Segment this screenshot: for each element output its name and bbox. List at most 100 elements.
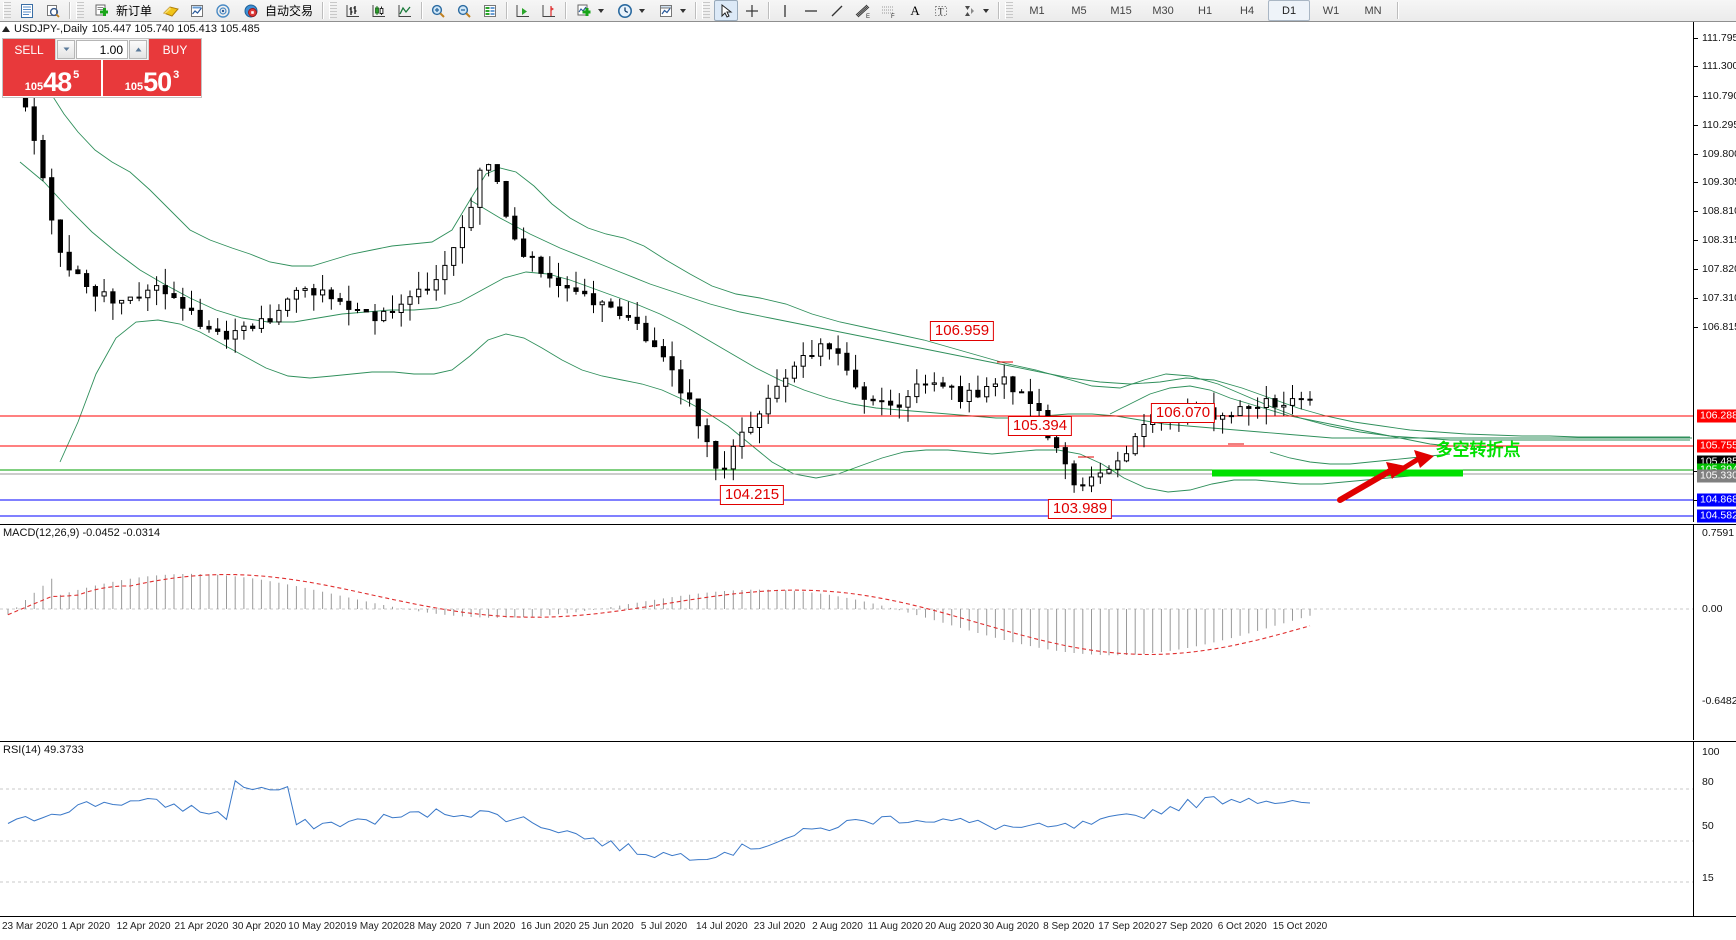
timeframe-mn[interactable]: MN	[1364, 4, 1382, 17]
price-tick-label: 107.820	[1702, 262, 1736, 275]
date-tick-label: 23 Mar 2020	[2, 921, 59, 932]
indicators-chevron-down-icon[interactable]	[598, 8, 605, 13]
volume-input[interactable]: 1.00	[76, 40, 128, 59]
new-order-icon	[90, 0, 114, 21]
sell-fraction: 5	[73, 69, 80, 81]
price-text-annotation: 106.070	[1150, 403, 1216, 423]
buy-button[interactable]: BUY	[149, 39, 201, 60]
timeframe-m1[interactable]: M1	[1029, 4, 1045, 17]
volume-increment-button[interactable]	[129, 40, 147, 59]
volume-stepper[interactable]: 1.00	[55, 39, 149, 60]
date-axis: 23 Mar 2020 1 Apr 2020 12 Apr 2020 21 Apr 2…	[0, 916, 1736, 940]
one-click-trading-panel[interactable]: SELL 1.00 BUY 105 48 5 105 50 3	[2, 38, 202, 98]
shapes-chevron-down-icon[interactable]	[983, 8, 990, 13]
zoom-out-icon[interactable]	[452, 0, 476, 21]
new-chart-icon[interactable]	[15, 0, 39, 21]
timeframe-m30[interactable]: M30	[1152, 4, 1174, 17]
svg-text:T: T	[938, 6, 944, 16]
toolbar-grip-standard[interactable]	[3, 2, 11, 19]
profiles-icon[interactable]	[41, 0, 65, 21]
equidistant-channel-icon[interactable]: E	[851, 0, 875, 21]
volume-decrement-button[interactable]	[57, 40, 75, 59]
price-tick-mark	[1694, 499, 1698, 501]
price-tick-label: 108.810	[1702, 205, 1736, 218]
macd-chart-svg	[0, 573, 1693, 656]
price-level-badge: 106.288	[1697, 409, 1736, 423]
date-tick-label: 11 Aug 2020	[867, 921, 923, 932]
horizontal-line-icon[interactable]	[799, 0, 823, 21]
macd-axis-line	[1693, 525, 1694, 740]
toolbar-grip-periods[interactable]	[1005, 2, 1014, 19]
macd-pane: MACD(12,26,9) -0.0452 -0.0314 0.7591 0.00…	[0, 524, 1736, 740]
shapes-icon	[957, 0, 981, 21]
fibonacci-retracement-icon[interactable]: F	[877, 0, 901, 21]
autotrading-icon	[239, 0, 263, 21]
price-tick-mark	[1694, 268, 1698, 270]
toolbar-separator	[69, 2, 70, 19]
templates-button[interactable]	[651, 0, 692, 21]
date-tick-label: 30 Aug 2020	[982, 921, 1039, 932]
macd-signal-line	[7, 573, 1311, 656]
price-tick-mark	[1694, 298, 1698, 300]
macd-tick-label: 0.00	[1702, 603, 1723, 615]
market-watch-icon[interactable]	[185, 0, 209, 21]
line-chart-icon[interactable]	[393, 0, 417, 21]
price-text-annotation: 103.989	[1047, 499, 1113, 519]
autotrading-button[interactable]: 自动交易	[236, 0, 319, 21]
period-button[interactable]	[610, 0, 651, 21]
price-tick-label: 109.800	[1702, 147, 1736, 160]
toolbar-grip-trade[interactable]	[76, 2, 84, 19]
cursor-icon[interactable]	[714, 0, 739, 21]
vertical-line-icon[interactable]	[773, 0, 797, 21]
chart-symbol-label: USDJPY-,Daily	[14, 22, 88, 35]
sell-price-display[interactable]: 105 48 5	[3, 60, 101, 96]
rsi-tick-label: 15	[1702, 871, 1714, 884]
trendline-icon[interactable]	[825, 0, 849, 21]
price-tick-label: 110.295	[1702, 118, 1736, 131]
date-tick-label: 30 Apr 2020	[232, 921, 287, 932]
toolbar-separator-6	[695, 2, 697, 19]
period-chevron-down-icon[interactable]	[639, 8, 646, 13]
data-window-icon[interactable]	[478, 0, 502, 21]
auto-scroll-icon[interactable]	[511, 0, 535, 21]
toolbar-grip-drawing[interactable]	[702, 2, 711, 19]
date-tick-label: 15 Oct 2020	[1272, 921, 1328, 932]
timeframe-h4[interactable]: H4	[1240, 4, 1255, 17]
zoom-in-icon[interactable]	[426, 0, 450, 21]
templates-chevron-down-icon[interactable]	[680, 8, 687, 13]
timeframe-d1[interactable]: D1	[1268, 0, 1311, 21]
crosshair-icon[interactable]	[740, 0, 764, 21]
timeframe-h1[interactable]: H1	[1198, 4, 1213, 17]
price-text-annotation: 105.394	[1007, 416, 1073, 436]
candlestick-chart-icon[interactable]	[367, 0, 391, 21]
buy-fraction: 3	[173, 69, 180, 81]
rsi-label: RSI(14) 49.3733	[3, 744, 84, 756]
price-tick-mark	[1694, 96, 1698, 98]
chart-shift-icon[interactable]	[537, 0, 561, 21]
main-toolbar: 新订单 自动交易	[0, 0, 1736, 22]
signals-icon[interactable]	[211, 0, 235, 21]
price-tick-label: 111.300	[1702, 60, 1736, 73]
toolbar-grip-charts[interactable]	[329, 2, 338, 19]
toolbar-separator-9	[1397, 2, 1399, 19]
buy-price-display[interactable]: 105 50 3	[101, 60, 201, 96]
indicators-button[interactable]	[569, 0, 610, 21]
price-tick-mark	[1694, 66, 1698, 68]
timeframe-m5[interactable]: M5	[1071, 4, 1087, 17]
sell-button[interactable]: SELL	[3, 39, 55, 60]
text-label-icon[interactable]: T	[929, 0, 953, 21]
price-text-annotation: 104.215	[719, 485, 785, 505]
price-tick-mark	[1694, 211, 1698, 213]
price-level-badge: 105.330	[1697, 469, 1736, 483]
toolbar-separator-7	[768, 2, 770, 19]
timeframe-w1[interactable]: W1	[1322, 4, 1340, 17]
bar-chart-icon[interactable]	[341, 0, 365, 21]
price-tick-mark	[1694, 327, 1698, 329]
shapes-button[interactable]	[954, 0, 995, 21]
price-tick-label: 110.790	[1702, 90, 1736, 103]
timeframe-m15[interactable]: M15	[1110, 4, 1132, 17]
expert-advisors-icon[interactable]	[159, 0, 183, 21]
text-icon[interactable]: A	[903, 0, 927, 21]
new-order-button[interactable]: 新订单	[87, 0, 158, 21]
